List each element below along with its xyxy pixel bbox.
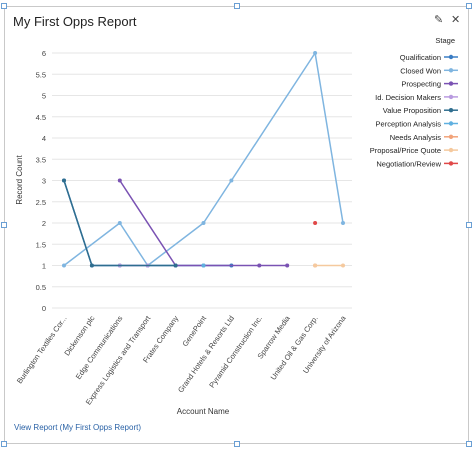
legend-swatch-dot xyxy=(448,134,454,139)
data-point xyxy=(285,263,290,268)
legend-title: Stage xyxy=(435,36,455,45)
y-tick-label: 5.5 xyxy=(36,70,46,79)
data-point xyxy=(62,178,66,183)
legend-label: Id. Decision Makers xyxy=(375,93,441,102)
data-point xyxy=(173,263,178,268)
data-point xyxy=(62,263,66,268)
legend-swatch-dot xyxy=(448,81,454,86)
data-point xyxy=(117,221,122,225)
y-tick-label: 5 xyxy=(42,92,46,101)
legend-label: Prospecting xyxy=(401,80,441,89)
pencil-icon[interactable]: ✎ xyxy=(434,14,444,26)
data-point xyxy=(313,263,318,268)
data-point xyxy=(313,221,318,225)
data-point xyxy=(229,178,234,183)
resize-handle-right[interactable] xyxy=(466,222,472,228)
x-axis-label: Account Name xyxy=(177,407,230,416)
y-tick-label: 0.5 xyxy=(36,283,46,292)
legend-swatch-dot xyxy=(448,161,454,166)
data-point xyxy=(341,263,345,268)
y-tick-label: 6 xyxy=(42,49,46,58)
y-tick-label: 4 xyxy=(42,134,46,143)
legend-label: Perception Analysis xyxy=(376,120,442,129)
y-tick-label: 4.5 xyxy=(36,113,46,122)
resize-handle-bottom-right[interactable] xyxy=(466,441,472,447)
close-icon[interactable]: ✕ xyxy=(451,14,461,26)
resize-handle-bottom-left[interactable] xyxy=(1,441,7,447)
data-point xyxy=(341,221,345,225)
y-tick-label: 3.5 xyxy=(36,155,46,164)
data-point xyxy=(201,221,206,225)
data-point xyxy=(201,263,206,268)
legend-swatch-dot xyxy=(448,94,454,100)
data-point xyxy=(117,178,122,183)
legend-label: Negotiation/Review xyxy=(376,159,441,168)
legend-label: Proposal/Price Quote xyxy=(370,146,441,155)
x-tick-label: Burlington Textiles Cor... xyxy=(15,314,69,385)
resize-handle-bottom[interactable] xyxy=(234,441,240,447)
y-tick-label: 1.5 xyxy=(36,240,46,249)
legend-label: Value Proposition xyxy=(383,106,441,115)
legend-swatch-dot xyxy=(448,68,454,73)
data-point xyxy=(89,263,94,268)
legend-swatch-dot xyxy=(448,147,454,153)
y-tick-label: 2 xyxy=(42,219,46,228)
y-axis-label: Record Count xyxy=(15,155,24,205)
resize-handle-top-left[interactable] xyxy=(1,3,7,9)
view-report-link[interactable]: View Report (My First Opps Report) xyxy=(14,423,141,432)
legend-swatch-dot xyxy=(448,54,454,60)
resize-handle-top-right[interactable] xyxy=(466,3,472,9)
data-point xyxy=(313,51,318,55)
x-tick-label: GenePoint xyxy=(180,313,208,348)
resize-handle-top[interactable] xyxy=(234,3,240,9)
y-tick-label: 1 xyxy=(42,262,46,271)
widget-title: My First Opps Report xyxy=(13,14,137,29)
legend-label: Closed Won xyxy=(400,66,441,75)
x-tick-label: Grand Hotels & Resorts Ltd xyxy=(176,314,236,394)
legend-swatch-dot xyxy=(448,121,454,126)
x-tick-label: Pyramid Construction Inc. xyxy=(207,314,264,390)
report-chart-widget xyxy=(4,6,469,444)
legend-swatch-dot xyxy=(448,108,454,113)
series-line xyxy=(119,180,288,267)
y-tick-label: 2.5 xyxy=(36,198,46,207)
y-tick-label: 0 xyxy=(42,304,46,313)
y-tick-label: 3 xyxy=(42,177,46,186)
legend-label: Qualification xyxy=(400,53,441,62)
resize-handle-left[interactable] xyxy=(1,222,7,228)
data-point xyxy=(257,263,262,268)
legend-label: Needs Analysis xyxy=(390,133,442,142)
